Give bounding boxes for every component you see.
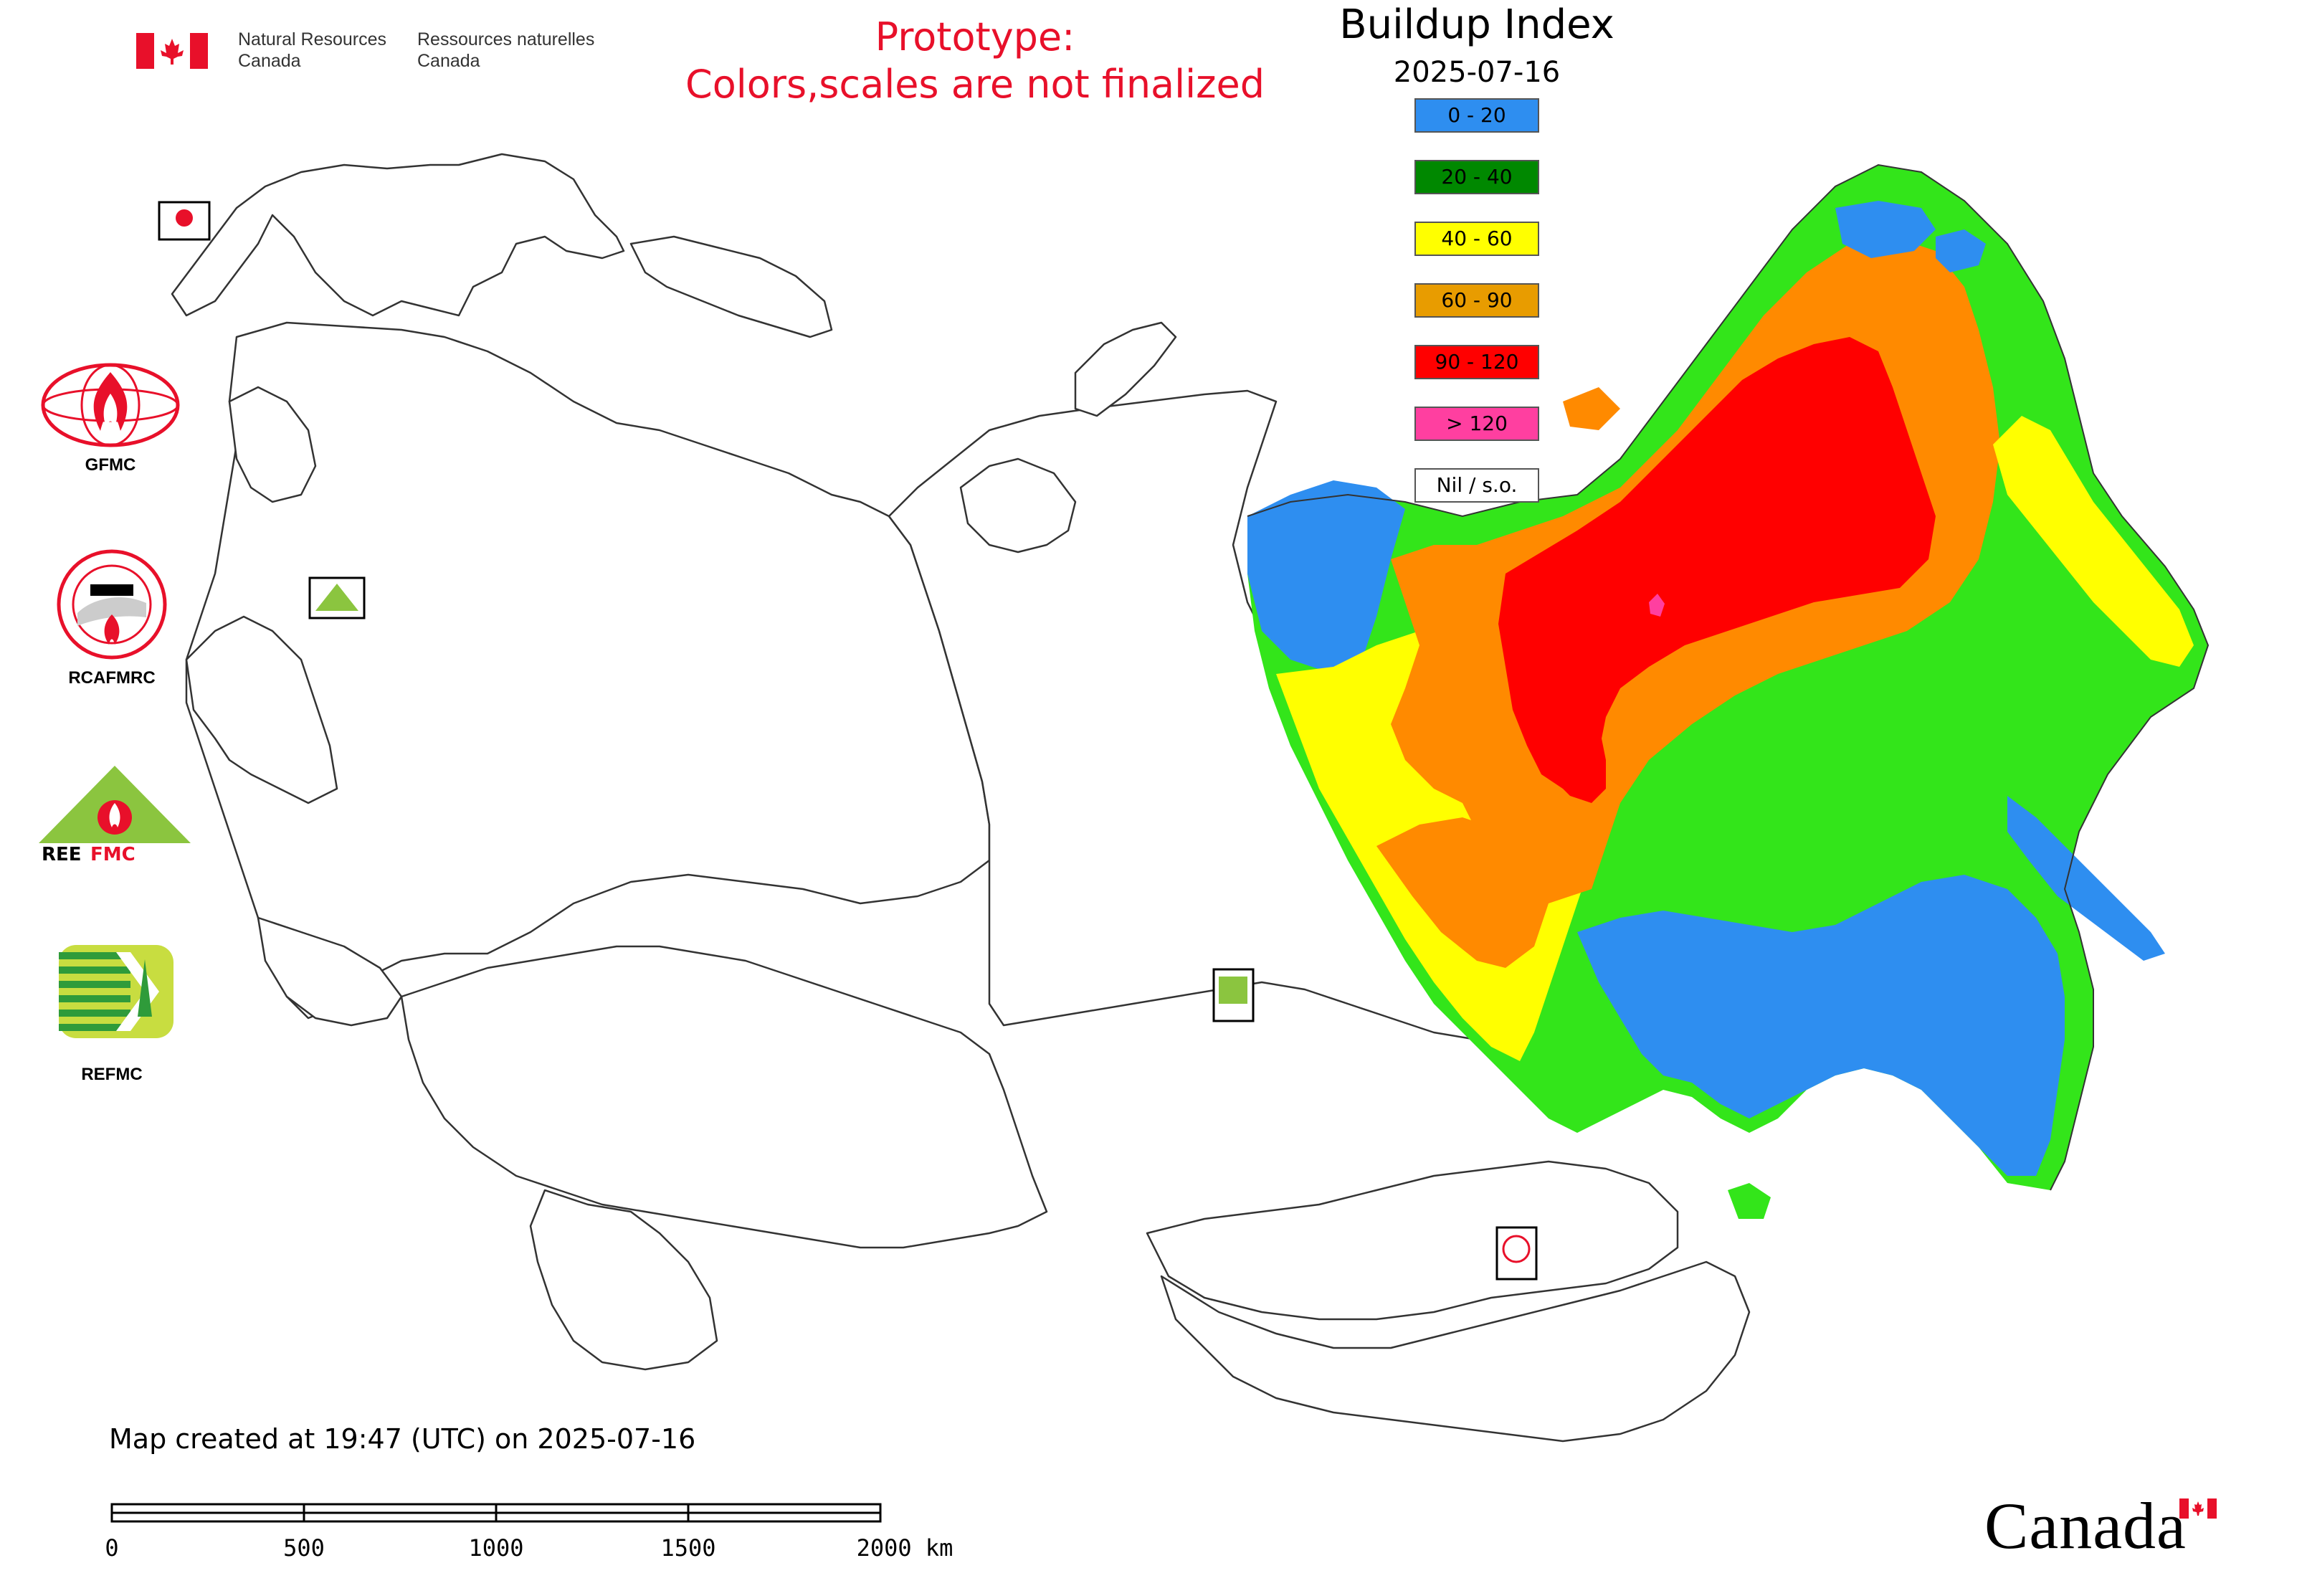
kola-outline (629, 235, 833, 338)
canada-flag-icon (136, 33, 208, 69)
east-outline (1247, 163, 2210, 1191)
kazakhstan-outline (400, 945, 1048, 1249)
bui-region-pink-spot (1649, 594, 1665, 617)
rcafmrc-label: RCAFMRC (68, 668, 156, 688)
prototype-notice-line1: Prototype: (875, 14, 1075, 60)
nrcan-en-line2: Canada (238, 51, 301, 71)
bui-region-small-island-green (1728, 1183, 1771, 1219)
scale-label-1000: 1000 (468, 1534, 524, 1562)
legend-item-0-20: 0 - 20 (1414, 98, 1539, 133)
refmc-label: REFMC (81, 1065, 143, 1084)
gfmc-label: GFMC (85, 455, 136, 475)
nrcan-en-line1: Natural Resources (238, 29, 387, 49)
bui-region-blue-west (1247, 480, 1405, 674)
novaya-zemlya-outline (1074, 321, 1177, 417)
map-created-text: Map created at 19:47 (UTC) on 2025-07-16 (109, 1423, 696, 1455)
caucasus-outline (257, 916, 403, 1027)
nrcan-fr-line1: Ressources naturelles (417, 29, 595, 49)
nrcan-name-fr: Ressources naturelles Canada (417, 29, 594, 72)
baltic-outline (228, 386, 317, 503)
scale-label-0: 0 (105, 1534, 119, 1562)
legend-item-nil: Nil / s.o. (1414, 468, 1539, 503)
scandinavia-outline (171, 153, 625, 317)
nrcan-fr-line2: Canada (417, 51, 480, 71)
legend-item-40-60: 40 - 60 (1414, 222, 1539, 256)
country-outlines (171, 153, 1751, 1443)
western-russia-outline (185, 321, 991, 1020)
scale-label-1500: 1500 (660, 1534, 716, 1562)
mongolia-outline (1146, 1160, 1679, 1321)
bui-region-red-finger (1520, 681, 1606, 803)
map-title: Buildup Index (1339, 1, 1614, 48)
legend-item-over-120: > 120 (1414, 407, 1539, 441)
bui-region-blue-north-tip (1936, 229, 1986, 272)
bui-region-blue-southeast (1577, 875, 2065, 1176)
rcafmrc-seal-icon[interactable] (56, 548, 168, 660)
central-siberia-outline (888, 389, 1493, 1041)
svg-text:FMC: FMC (90, 844, 135, 865)
legend-item-60-90: 60 - 90 (1414, 283, 1539, 318)
scale-label-2000-km: 2000 km (856, 1534, 953, 1562)
centre-markers (158, 201, 1538, 1281)
scale-bar (110, 1503, 882, 1523)
legend-item-20-40: 20 - 40 (1414, 160, 1539, 194)
reefmc-triangle-icon[interactable]: REE FMC (39, 766, 191, 865)
east-russia-outline (1247, 163, 2210, 1191)
canada-wordmark: Canada (1984, 1489, 2187, 1562)
bui-region-blue-sakhalin (2007, 796, 2165, 961)
refmc-sigma-icon[interactable] (59, 945, 173, 1038)
gfmc-globe-fire-icon[interactable] (40, 362, 181, 448)
bui-region-orange-south (1376, 817, 1549, 968)
map-date: 2025-07-16 (1393, 56, 1561, 89)
taymyr-outline (959, 457, 1077, 554)
prototype-notice-line2: Colors,scales are not finalized (685, 62, 1265, 107)
svg-text:REE: REE (42, 844, 82, 865)
eastern-europe-outline (185, 615, 338, 804)
bui-region-orange-islands (1563, 387, 1620, 430)
canada-wordmark-flag-icon (2179, 1498, 2217, 1519)
bui-raster (1247, 165, 2208, 1219)
bui-region-blue-chukotka (1835, 201, 1936, 258)
legend-item-90-120: 90 - 120 (1414, 345, 1539, 379)
central-asia-outline (529, 1189, 718, 1371)
bui-region-red-central (1498, 337, 1936, 789)
china-outline (1160, 1260, 1751, 1443)
nrcan-name-en: Natural Resources Canada (238, 29, 386, 72)
nrcan-signature: Natural Resources Canada Ressources natu… (136, 29, 602, 72)
bui-region-yellow-kamchatka (1993, 416, 2194, 667)
scale-label-500: 500 (283, 1534, 325, 1562)
